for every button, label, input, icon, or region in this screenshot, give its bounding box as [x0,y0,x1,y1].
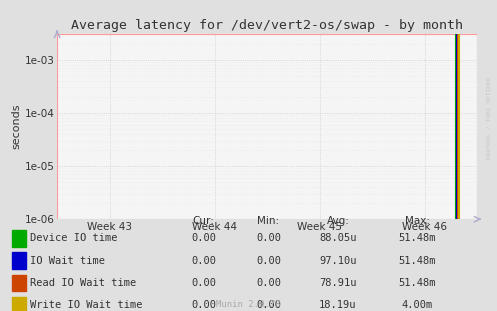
Bar [12,275,26,291]
Text: 4.00m: 4.00m [402,300,433,310]
Text: 51.48m: 51.48m [399,278,436,288]
Text: 0.00: 0.00 [256,233,281,243]
Text: 0.00: 0.00 [256,256,281,266]
Text: Write IO Wait time: Write IO Wait time [30,300,142,310]
Text: 0.00: 0.00 [256,300,281,310]
Text: Max:: Max: [405,216,430,226]
Text: IO Wait time: IO Wait time [30,256,105,266]
Text: 97.10u: 97.10u [319,256,357,266]
Text: 51.48m: 51.48m [399,256,436,266]
Text: RRDTOOL / TOBI OETIKER: RRDTOOL / TOBI OETIKER [486,77,491,160]
Bar [12,230,26,247]
Text: 0.00: 0.00 [191,233,216,243]
Text: 0.00: 0.00 [256,278,281,288]
Text: Read IO Wait time: Read IO Wait time [30,278,136,288]
Text: Min:: Min: [257,216,279,226]
Bar [12,252,26,269]
Text: Munin 2.0.73: Munin 2.0.73 [216,300,281,309]
Title: Average latency for /dev/vert2-os/swap - by month: Average latency for /dev/vert2-os/swap -… [71,19,463,32]
Text: Device IO time: Device IO time [30,233,117,243]
Text: 18.19u: 18.19u [319,300,357,310]
Text: Avg:: Avg: [327,216,349,226]
Text: 0.00: 0.00 [191,300,216,310]
Text: Cur:: Cur: [193,216,215,226]
Y-axis label: seconds: seconds [12,104,22,150]
Text: 88.05u: 88.05u [319,233,357,243]
Text: 78.91u: 78.91u [319,278,357,288]
Text: 0.00: 0.00 [191,256,216,266]
Text: 51.48m: 51.48m [399,233,436,243]
Text: 0.00: 0.00 [191,278,216,288]
Bar [12,297,26,311]
